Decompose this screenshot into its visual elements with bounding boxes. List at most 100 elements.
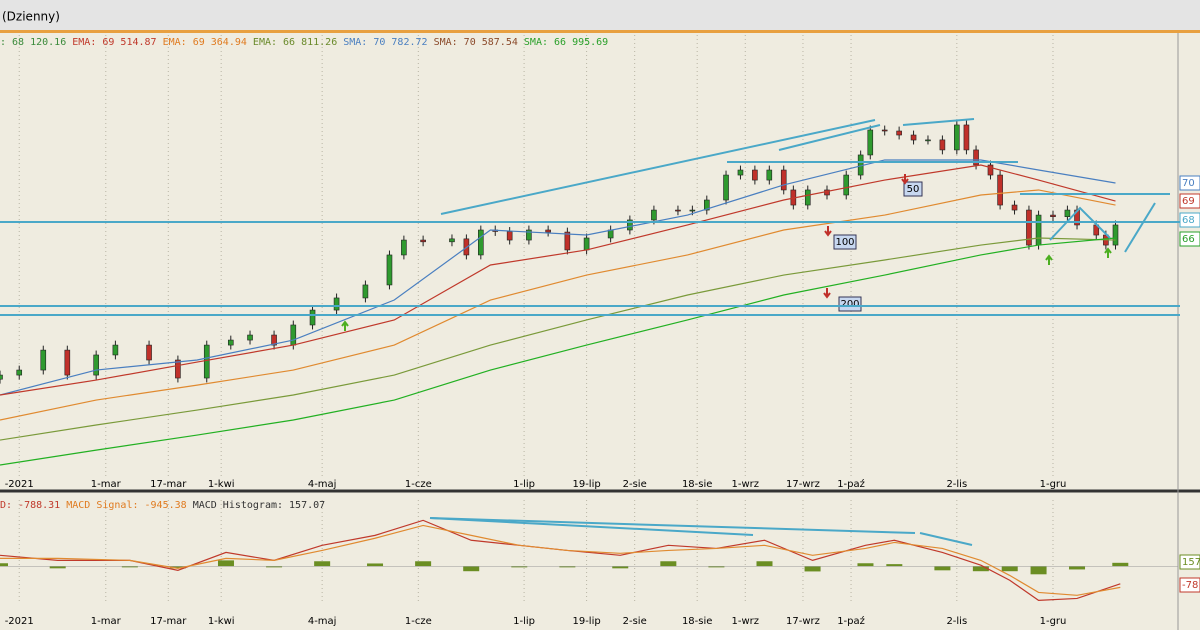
x-tick-label: 19-lip xyxy=(572,616,600,627)
legend-entry: MACD Histogram: 157.07 xyxy=(193,500,325,511)
x-tick-label: 2-sie xyxy=(623,479,647,490)
candle-body xyxy=(290,324,297,346)
price-tag-label: 70 xyxy=(1182,178,1195,189)
price-tag-label: 68 xyxy=(1182,215,1195,226)
x-tick-label: 1-lip xyxy=(513,616,535,627)
candle-body xyxy=(309,309,316,326)
candle-body xyxy=(723,174,729,201)
legend-entry: SMA: 66 995.69 xyxy=(524,37,608,48)
x-tick-label: 1-wrz xyxy=(732,616,760,627)
candle-body xyxy=(1011,204,1018,211)
x-tick-label: 2-lis xyxy=(946,616,967,627)
x-tick-label: 17-wrz xyxy=(786,479,820,490)
candle-body xyxy=(1050,214,1056,218)
sma-marker-label: 50 xyxy=(907,184,920,195)
histogram-bar xyxy=(559,566,576,568)
candle-body xyxy=(910,134,917,141)
price-tag-label: -78 xyxy=(1182,580,1198,591)
candle-body xyxy=(963,124,970,151)
x-tick-label: 1-cze xyxy=(405,479,432,490)
sell-arrow xyxy=(901,174,909,185)
legend-entry: D: -788.31 xyxy=(0,500,60,511)
candle-body xyxy=(843,174,850,196)
histogram-bar xyxy=(1030,566,1047,575)
histogram-bar xyxy=(121,566,138,568)
legend-entry: MACD Signal: -945.38 xyxy=(66,500,186,511)
x-tick-label: 17-mar xyxy=(150,479,187,490)
legend-entry: : 68 120.16 xyxy=(0,37,66,48)
x-tick-label: 1-gru xyxy=(1040,479,1067,490)
x-tick-label: 18-sie xyxy=(682,479,712,490)
legend: D: -788.31 MACD Signal: -945.38 MACD His… xyxy=(0,500,325,511)
candle-body xyxy=(1035,214,1042,246)
candle-body xyxy=(112,344,119,356)
histogram-bar xyxy=(0,563,8,567)
candle-body xyxy=(752,169,758,181)
histogram-bar xyxy=(660,561,677,567)
candle-body xyxy=(627,219,633,231)
histogram-bar xyxy=(49,566,66,569)
sma-marker-label: 100 xyxy=(835,237,854,248)
candle-body xyxy=(271,334,277,346)
candle-body xyxy=(689,209,696,212)
price-tag-label: 157 xyxy=(1182,557,1200,568)
histogram-bar xyxy=(169,566,186,569)
candle-body xyxy=(526,229,532,241)
candle-body xyxy=(420,239,426,243)
price-tag xyxy=(1179,577,1200,593)
candle-body xyxy=(939,139,946,151)
histogram-bar xyxy=(314,561,331,567)
x-tick-label: 1-lip xyxy=(513,479,535,490)
candle-body xyxy=(1064,209,1071,218)
x-tick-label: 4-maj xyxy=(308,616,337,627)
price-tag xyxy=(1179,193,1200,209)
candle-body xyxy=(651,209,657,221)
histogram-bar xyxy=(972,566,989,572)
x-tick-label: 1-wrz xyxy=(732,479,760,490)
histogram-bar xyxy=(1001,566,1018,572)
sma-marker-box xyxy=(838,296,862,312)
price-tag xyxy=(1179,175,1200,191)
candle-body xyxy=(0,374,3,380)
candle-body xyxy=(973,149,979,166)
x-tick-label: 2-lis xyxy=(946,479,967,490)
candle-body xyxy=(203,344,210,379)
sma-marker-box xyxy=(903,181,923,197)
buy-arrow xyxy=(1045,254,1053,265)
x-tick-label: 1-paź xyxy=(837,615,865,627)
candle-body xyxy=(227,339,234,346)
price-tag-label: 69 xyxy=(1182,196,1195,207)
x-tick-label: -2021 xyxy=(5,479,34,490)
histogram-bar xyxy=(934,566,951,571)
histogram-bar xyxy=(612,566,629,569)
candle-body xyxy=(386,254,393,286)
candle-body xyxy=(954,124,960,151)
candle-body xyxy=(146,344,152,361)
candle-body xyxy=(362,284,369,299)
candle-body xyxy=(703,199,710,211)
candle-body xyxy=(449,238,455,243)
legend-entry: SMA: 70 782.72 xyxy=(343,37,427,48)
candle-body xyxy=(564,231,571,251)
candle-body xyxy=(545,229,551,233)
macd-trend-line xyxy=(919,532,973,546)
candle-body xyxy=(16,369,23,376)
indicator-line xyxy=(0,237,1116,441)
legend-entry: SMA: 70 587.54 xyxy=(434,37,518,48)
histogram-bar xyxy=(217,560,234,567)
candle-body xyxy=(997,174,1003,206)
indicator-line xyxy=(0,159,1116,396)
x-tick-label: 1-gru xyxy=(1040,616,1067,627)
histogram-bar xyxy=(1112,562,1129,567)
histogram-bar xyxy=(266,566,283,568)
candle-body xyxy=(766,169,773,181)
signal-arrows xyxy=(341,174,1112,331)
indicator-line xyxy=(0,519,1121,602)
x-tick-label: 1-kwi xyxy=(208,616,235,627)
candle-body xyxy=(93,354,99,376)
candle-body xyxy=(40,349,47,371)
candle-body xyxy=(925,139,931,142)
trend-line xyxy=(778,124,881,151)
candle-body xyxy=(401,239,407,256)
